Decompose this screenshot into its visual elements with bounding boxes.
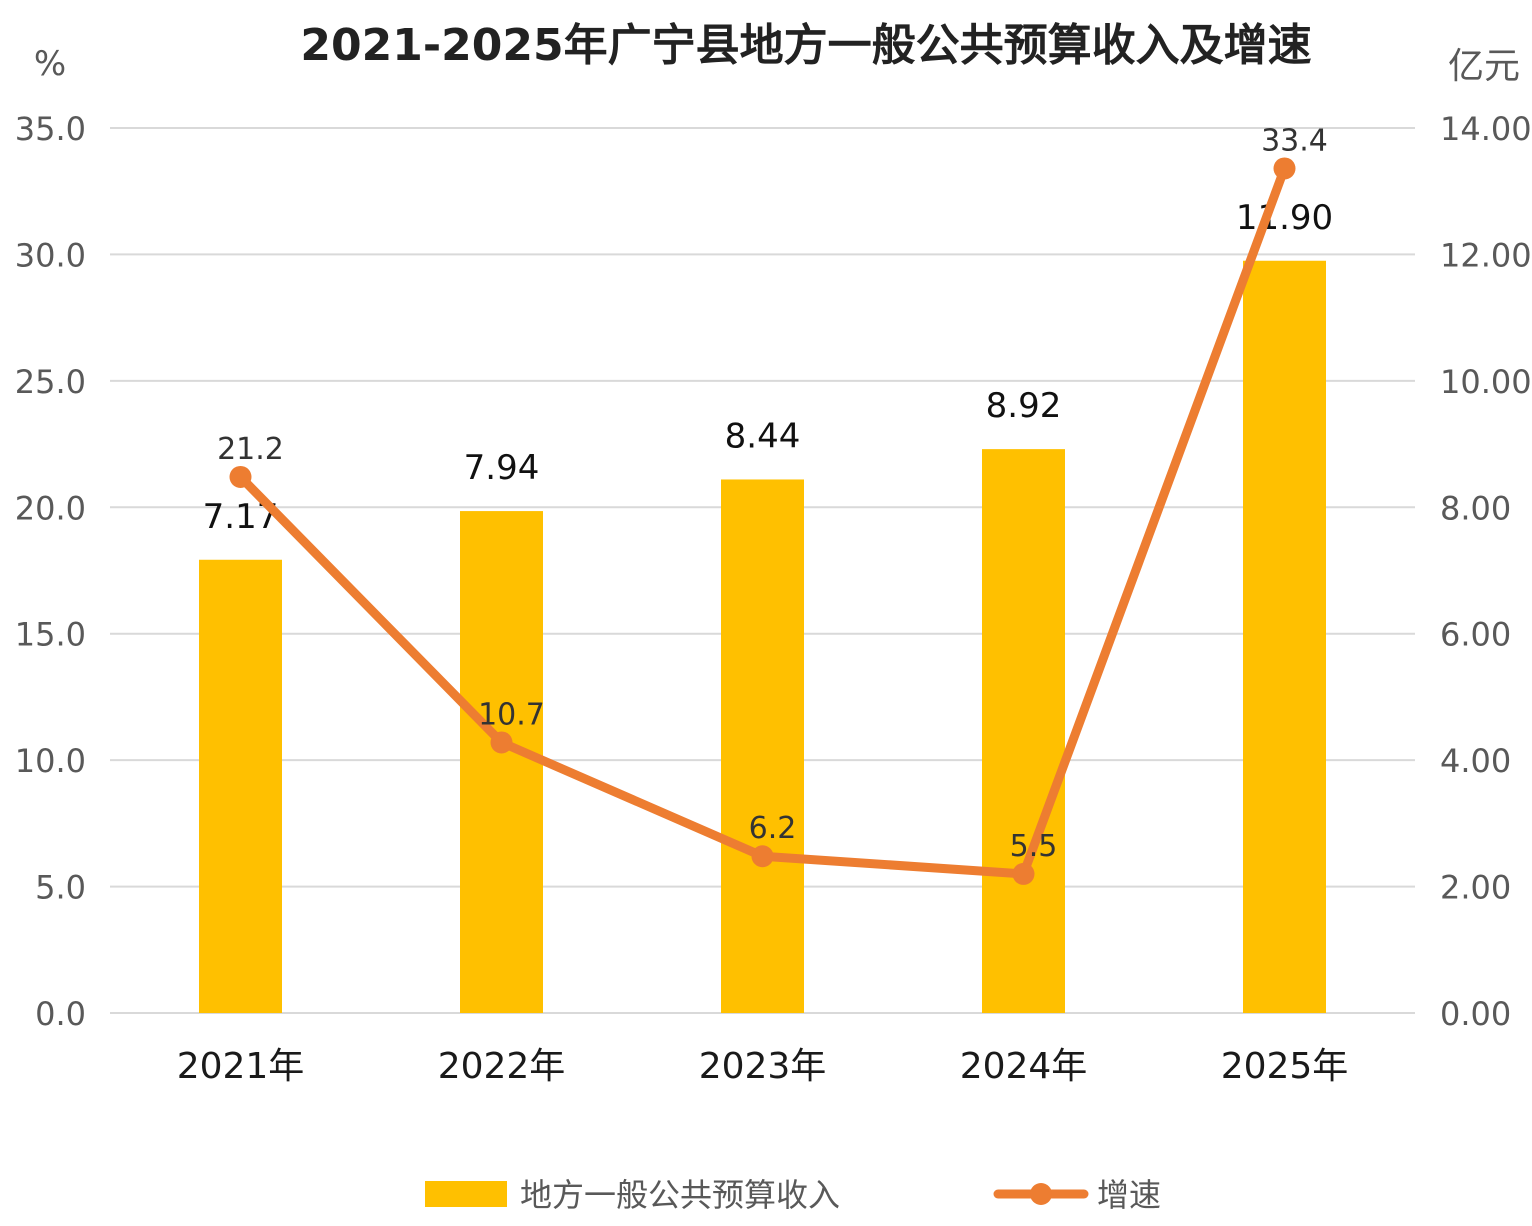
line-point-2024年	[1012, 862, 1035, 885]
right-axis-unit: 亿元	[1448, 46, 1520, 87]
line-point-2022年	[490, 731, 513, 754]
left-axis-tick-label: 0.0	[35, 995, 86, 1033]
left-axis-ticks: 0.0 5.0 10.0 15.0 20.0 25.0 30.0 35.0	[15, 110, 86, 1033]
bar-data-label: 7.94	[464, 448, 540, 488]
legend-label-line: 增速	[1097, 1176, 1161, 1214]
left-axis-tick-label: 30.0	[15, 236, 86, 274]
legend: 地方一般公共预算收入 增速	[425, 1176, 1161, 1214]
left-axis-tick-label: 35.0	[15, 110, 86, 148]
line-point-2021年	[229, 465, 252, 488]
right-axis-tick-label: 0.00	[1440, 995, 1511, 1033]
line-data-label: 21.2	[217, 432, 284, 467]
left-axis-tick-label: 25.0	[15, 363, 86, 401]
bar-series	[199, 260, 1326, 1014]
bar-data-label: 8.92	[986, 386, 1062, 426]
right-axis-tick-label: 10.00	[1440, 363, 1532, 401]
left-axis-tick-label: 5.0	[35, 869, 86, 907]
bar-2022年	[460, 511, 543, 1013]
line-data-label: 10.7	[478, 697, 545, 732]
left-axis-tick-label: 10.0	[15, 742, 86, 780]
line-point-2023年	[751, 845, 774, 868]
chart-title: 2021-2025年广宁县地方一般公共预算收入及增速	[300, 20, 1311, 71]
line-point-2025年	[1273, 157, 1296, 180]
left-axis-tick-label: 15.0	[15, 616, 86, 654]
left-axis-tick-label: 20.0	[15, 489, 86, 527]
bar-2021年	[199, 559, 282, 1013]
bar-data-label: 11.90	[1236, 198, 1333, 238]
category-label: 2023年	[699, 1046, 827, 1087]
right-axis-tick-label: 2.00	[1440, 869, 1511, 907]
legend-label-bar: 地方一般公共预算收入	[520, 1176, 840, 1214]
category-label: 2024年	[960, 1046, 1088, 1087]
right-axis-tick-label: 6.00	[1440, 616, 1511, 654]
right-axis-tick-label: 14.00	[1440, 110, 1532, 148]
line-data-label: 5.5	[1010, 829, 1058, 864]
line-series	[229, 157, 1296, 885]
bar-2024年	[982, 449, 1065, 1014]
category-axis-labels: 2021年 2022年 2023年 2024年 2025年	[177, 1046, 1349, 1087]
bar-2025年	[1243, 260, 1326, 1013]
category-label: 2025年	[1221, 1046, 1349, 1087]
line-data-labels: 21.2 10.7 6.2 5.5 33.4	[217, 123, 1328, 863]
right-axis-tick-label: 4.00	[1440, 742, 1511, 780]
line-data-label: 6.2	[749, 811, 797, 846]
right-axis-ticks: 0.00 2.00 4.00 6.00 8.00 10.00 12.00 14.00	[1440, 110, 1532, 1033]
bar-data-label: 8.44	[725, 416, 801, 456]
category-label: 2021年	[177, 1046, 305, 1087]
category-label: 2022年	[438, 1046, 566, 1087]
right-axis-tick-label: 12.00	[1440, 236, 1532, 274]
bar-2023年	[721, 479, 804, 1013]
left-axis-unit: %	[34, 44, 66, 84]
line-data-label: 33.4	[1261, 123, 1328, 158]
legend-swatch-marker	[1030, 1183, 1052, 1205]
right-axis-tick-label: 8.00	[1440, 489, 1511, 527]
legend-swatch-bar	[425, 1181, 507, 1207]
